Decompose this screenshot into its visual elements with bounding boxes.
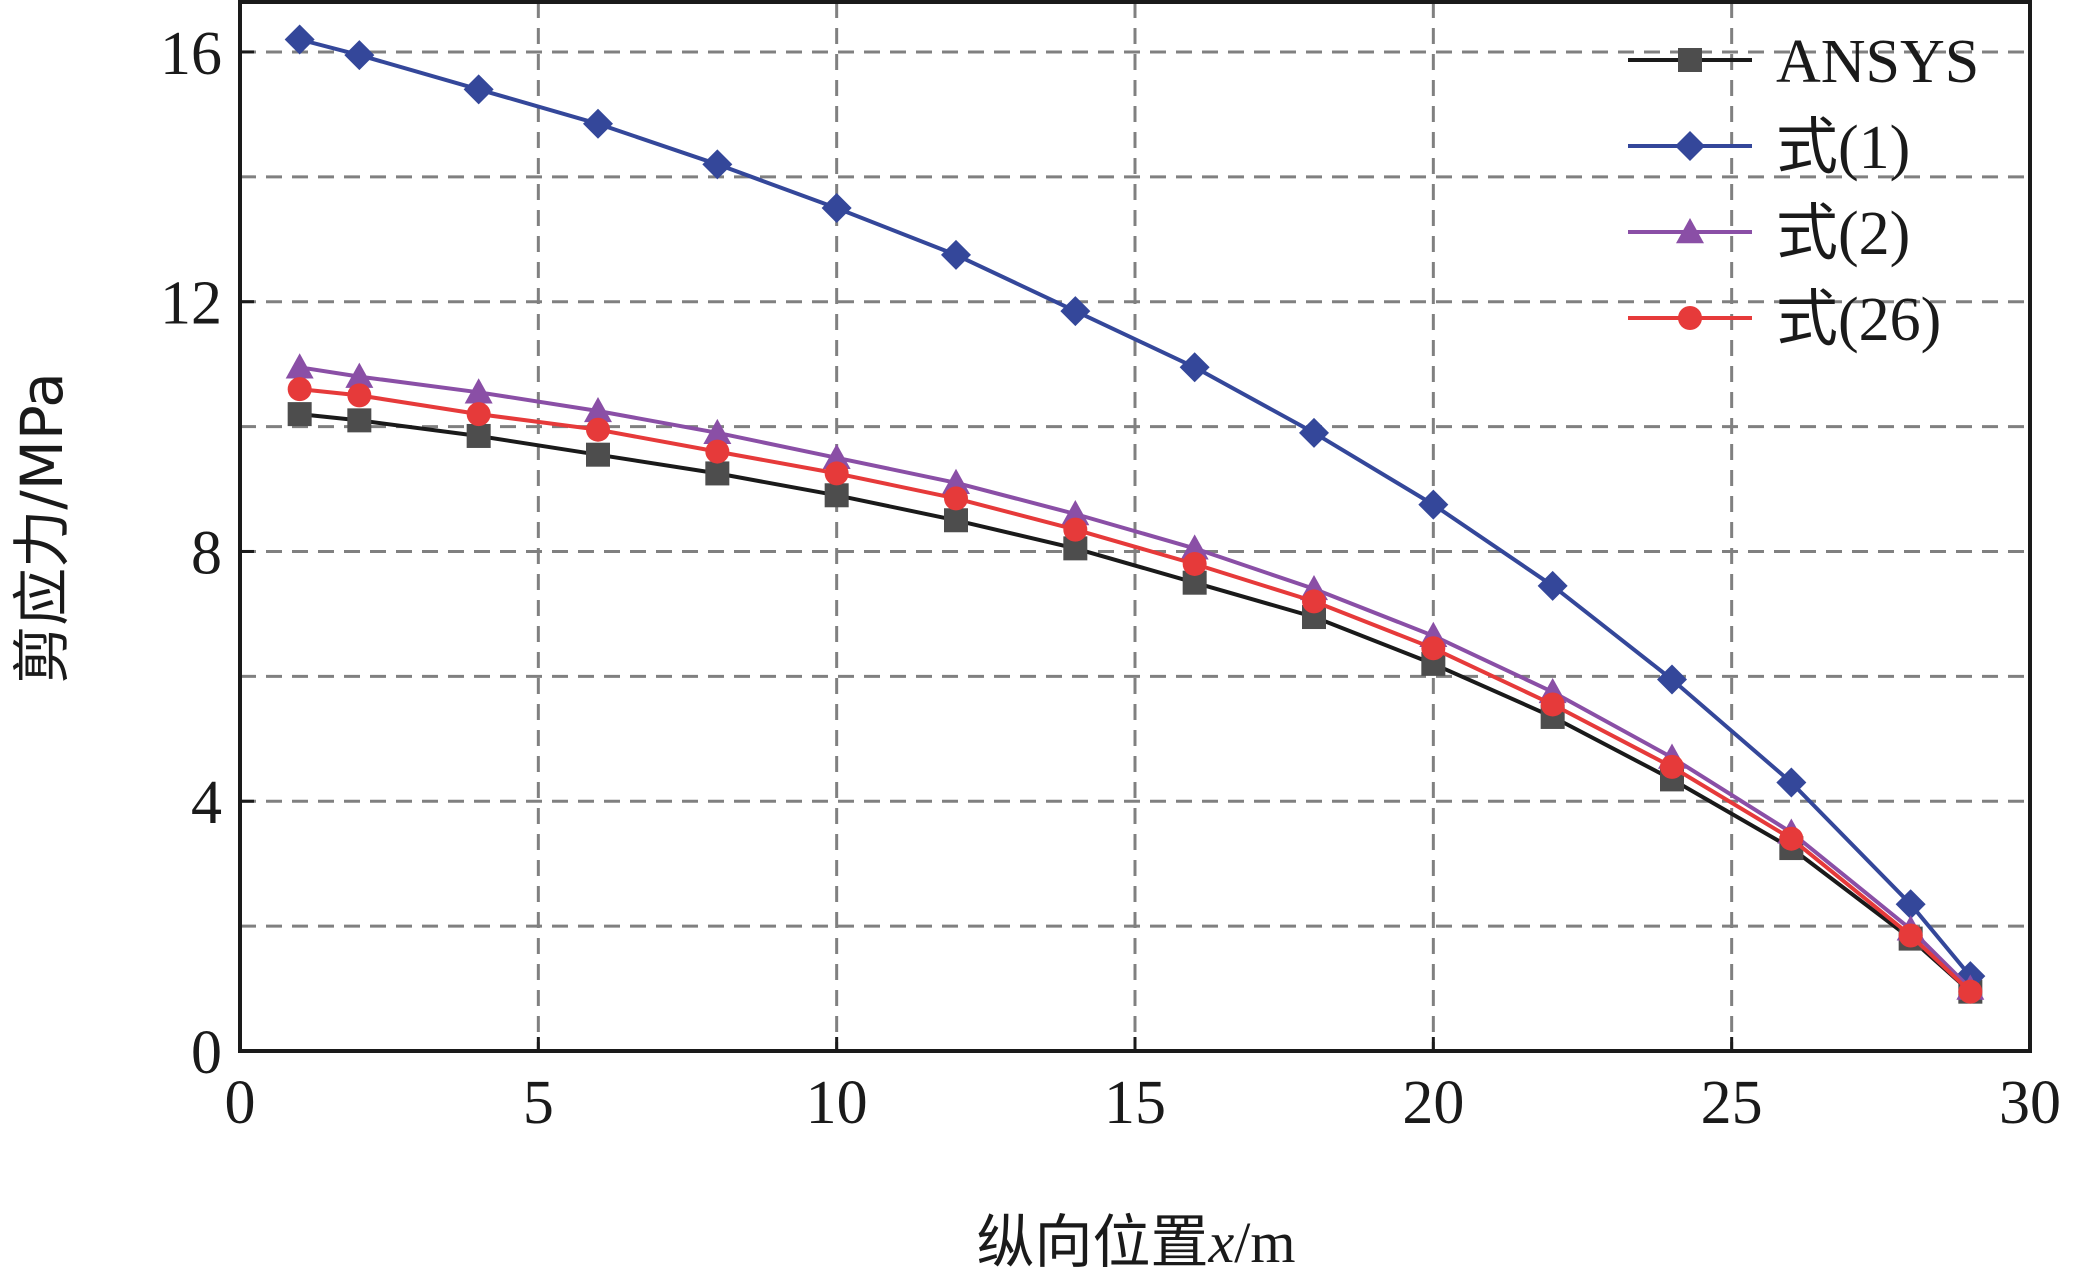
- legend: ANSYS 式(1) 式(2) 式(26): [1628, 28, 1979, 354]
- grid: [240, 2, 2030, 1051]
- data-point: [1418, 490, 1448, 520]
- y-tick-label: 12: [160, 270, 222, 338]
- x-tick-label: 25: [1701, 1069, 1763, 1137]
- data-point: [941, 240, 971, 270]
- data-point: [586, 418, 610, 442]
- data-point: [944, 508, 968, 532]
- data-point: [705, 461, 729, 485]
- legend-swatch-marker: [1678, 306, 1702, 330]
- x-tick-label: 5: [523, 1069, 554, 1137]
- data-point: [944, 486, 968, 510]
- legend-label: 式(1): [1776, 114, 1910, 182]
- data-point: [1183, 552, 1207, 576]
- data-point: [586, 443, 610, 467]
- legend-label: ANSYS: [1776, 28, 1979, 96]
- data-point: [288, 402, 312, 426]
- data-point: [1299, 418, 1329, 448]
- data-point: [347, 408, 371, 432]
- x-tick-label: 30: [1999, 1069, 2061, 1137]
- data-point: [583, 109, 613, 139]
- data-point: [344, 40, 374, 70]
- y-tick-label: 4: [191, 769, 222, 837]
- data-point: [1958, 980, 1982, 1004]
- legend-label: 式(26): [1776, 286, 1941, 354]
- x-axis-title: 纵向位置x/m: [977, 1208, 1296, 1276]
- data-point: [1541, 692, 1565, 716]
- tick-labels: 0 5 10 15 20 25 30 0 4 8 12 16: [160, 20, 2061, 1137]
- x-tick-label: 10: [806, 1069, 868, 1137]
- legend-swatch-marker: [1675, 131, 1705, 161]
- data-point: [1302, 589, 1326, 613]
- data-point: [288, 377, 312, 401]
- data-point: [1180, 352, 1210, 382]
- data-point: [1779, 827, 1803, 851]
- data-point: [702, 149, 732, 179]
- y-tick-label: 16: [160, 20, 222, 88]
- y-tick-label: 0: [191, 1019, 222, 1087]
- y-tick-label: 8: [191, 519, 222, 587]
- data-point: [467, 424, 491, 448]
- legend-item: ANSYS: [1628, 28, 1979, 96]
- data-point: [467, 402, 491, 426]
- legend-item: 式(1): [1628, 114, 1910, 182]
- data-point: [1421, 636, 1445, 660]
- data-point: [705, 440, 729, 464]
- x-tick-label: 0: [225, 1069, 256, 1137]
- data-point: [825, 483, 849, 507]
- data-point: [822, 193, 852, 223]
- legend-label: 式(2): [1776, 200, 1910, 268]
- data-point: [825, 461, 849, 485]
- data-point: [285, 24, 315, 54]
- data-point: [1660, 755, 1684, 779]
- y-axis-title: 剪应力/MPa: [8, 372, 76, 684]
- data-point: [464, 74, 494, 104]
- data-point: [286, 353, 314, 378]
- data-point: [1063, 518, 1087, 542]
- legend-item: 式(26): [1628, 286, 1941, 354]
- x-tick-label: 15: [1104, 1069, 1166, 1137]
- data-point: [347, 383, 371, 407]
- legend-item: 式(2): [1628, 200, 1910, 268]
- x-tick-label: 20: [1402, 1069, 1464, 1137]
- data-point: [1899, 923, 1923, 947]
- legend-swatch-marker: [1678, 48, 1702, 72]
